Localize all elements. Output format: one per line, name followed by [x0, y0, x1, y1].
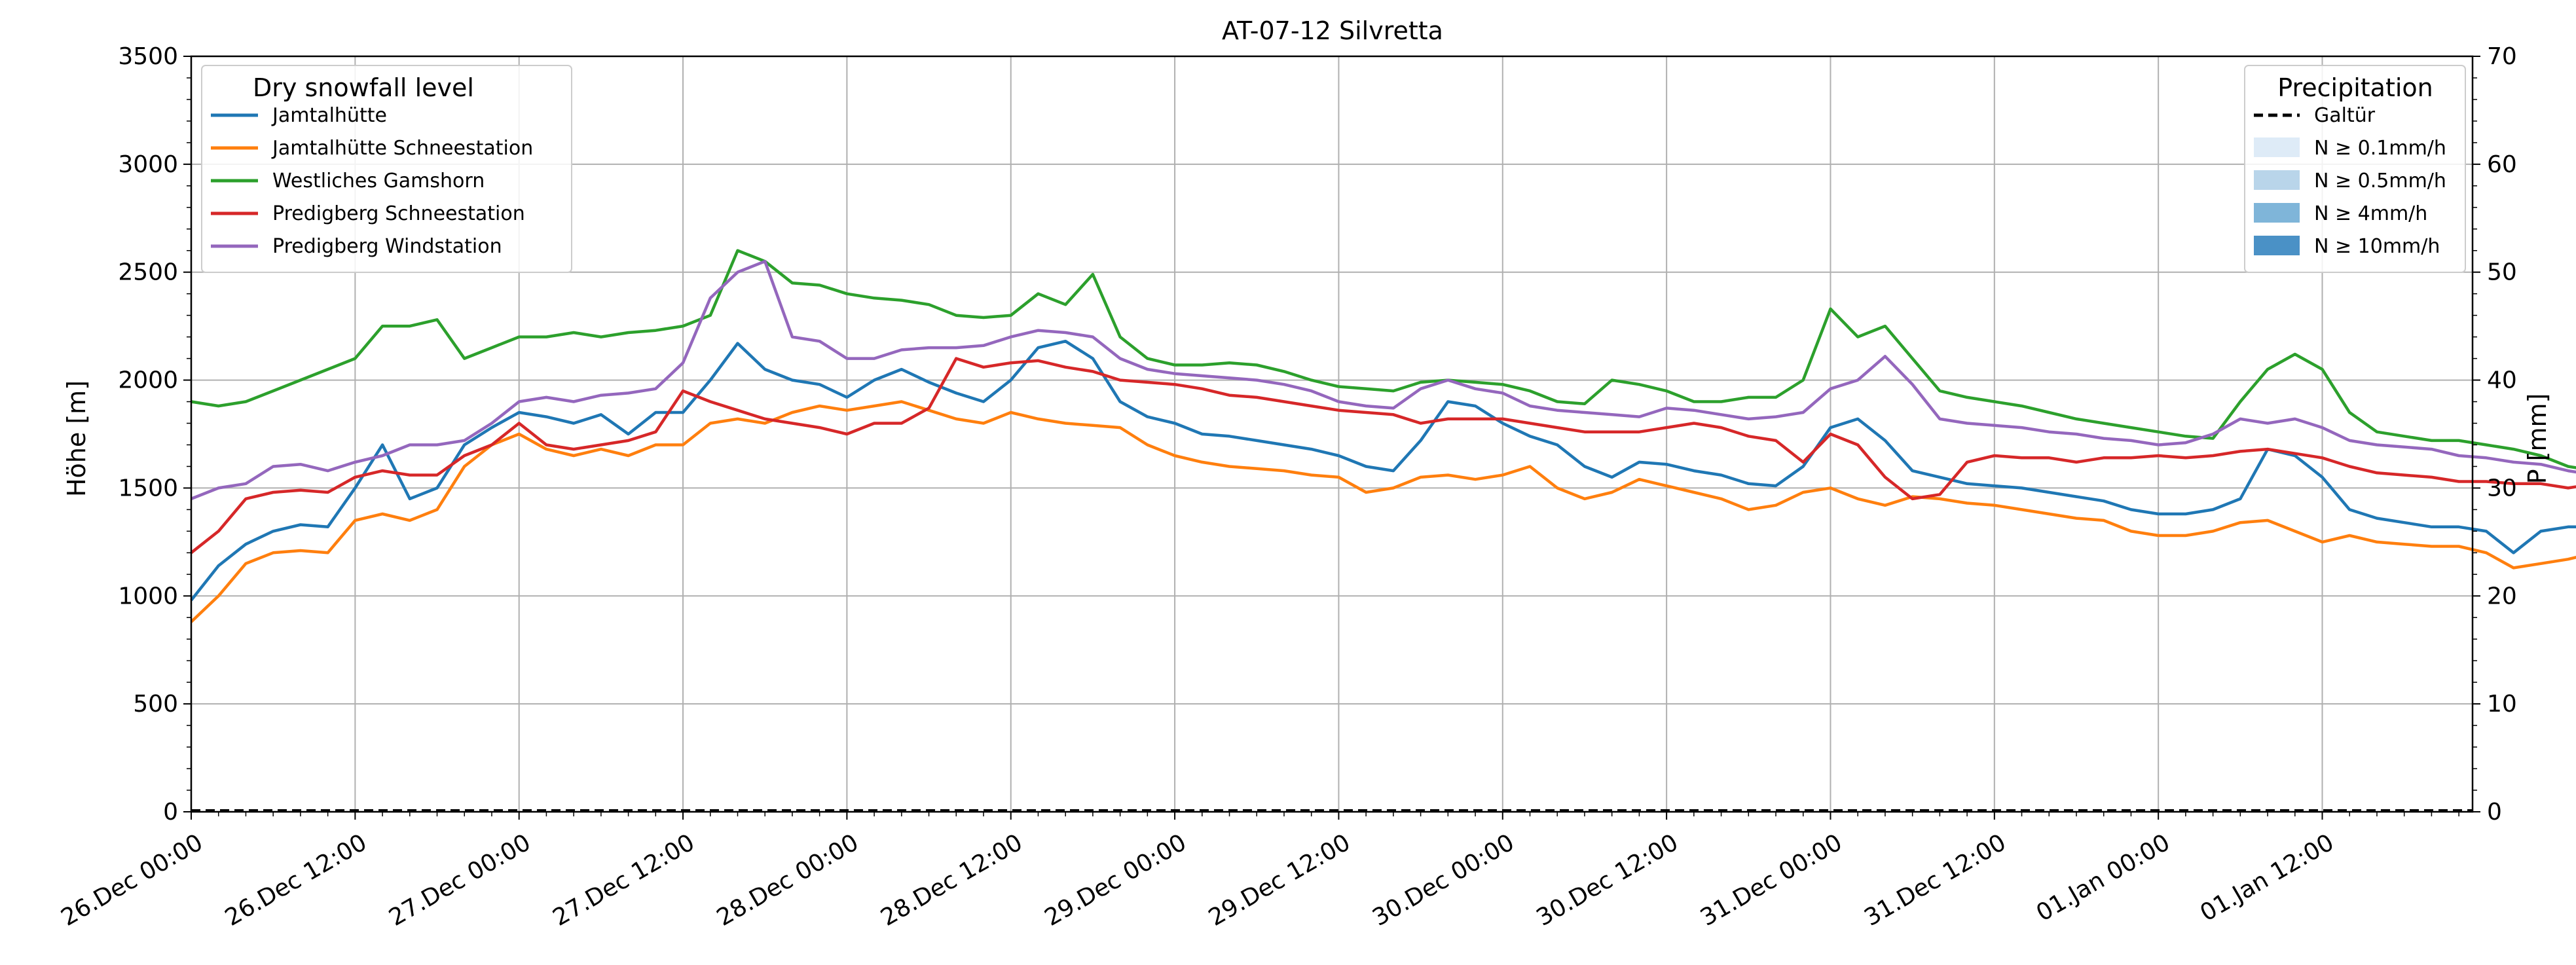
y2-tick-label: 30: [2487, 475, 2517, 501]
legend-patch-3: [2254, 203, 2300, 223]
legend-precip-label: Galtür: [2314, 104, 2376, 127]
snowfall-legend-items: Jamtalhütte Jamtalhütte Schneestation West…: [211, 104, 533, 258]
legend-patch-4: [2254, 236, 2300, 255]
y-tick-label: 2500: [118, 259, 178, 286]
snowfall-legend: Dry snowfall level JamtalhütteJamtalhütt…: [201, 65, 572, 273]
y2-tick-label: 50: [2487, 259, 2517, 286]
y2-axis-label: P [mm]: [2523, 393, 2552, 484]
y2-tick-label: 10: [2487, 691, 2517, 718]
precipitation-legend-items: Galtür N ≥ 0.1mm/h N ≥ 0.5mm/h N ≥ 4mm/h N ≥…: [2254, 104, 2446, 258]
y-tick-label: 3500: [118, 43, 178, 70]
series-line-jamtalh-tte-schneestation: [190, 400, 2576, 623]
legend-entry-label: Westliches Gamshorn: [272, 170, 485, 192]
series-lines: [190, 249, 2576, 812]
plot-frame: [190, 55, 2474, 813]
y-tick-label: 2000: [118, 367, 178, 394]
y-axis-label: Höhe [m]: [62, 380, 91, 497]
legend-entry-label: Jamtalhütte Schneestation: [271, 137, 533, 160]
precipitation-legend-box: [2244, 65, 2466, 273]
chart-title: AT-07-12 Silvretta: [1222, 16, 1443, 45]
legend-entry-label: Predigberg Schneestation: [272, 202, 525, 225]
series-line-jamtalh-tte: [190, 339, 2576, 602]
legend-precip-label: N ≥ 4mm/h: [2314, 202, 2427, 225]
snowfall-legend-title: Dry snowfall level: [253, 73, 474, 102]
precipitation-legend-title: Precipitation: [2277, 73, 2433, 102]
y-tick-label: 1500: [118, 475, 178, 501]
y-tick-label: 3000: [118, 151, 178, 178]
legend-precip-label: N ≥ 10mm/h: [2314, 235, 2440, 258]
legend-precip-label: N ≥ 0.1mm/h: [2314, 137, 2446, 160]
legend-precip-label: N ≥ 0.5mm/h: [2314, 170, 2446, 192]
series-line-predigberg-schneestation: [190, 357, 2576, 555]
snowfall-legend-box: [201, 65, 572, 273]
y-tick-label: 0: [163, 799, 178, 826]
y2-tick-label: 0: [2487, 799, 2502, 826]
legend-entry-label: Jamtalhütte: [271, 104, 387, 127]
legend-patch-1: [2254, 137, 2300, 157]
legend-entry-label: Predigberg Windstation: [272, 235, 502, 258]
y2-tick-label: 40: [2487, 367, 2517, 394]
series-line-predigberg-windstation: [191, 259, 2576, 500]
series-line-westliches-gamshorn: [191, 249, 2576, 469]
y2-tick-label: 70: [2487, 43, 2517, 70]
y2-tick-label: 20: [2487, 583, 2517, 610]
precipitation-legend: Precipitation Galtür N ≥ 0.1mm/h N ≥ 0.5mm…: [2244, 65, 2466, 273]
y2-tick-label: 60: [2487, 151, 2517, 178]
y-tick-label: 500: [133, 691, 178, 718]
y-tick-label: 1000: [118, 583, 178, 610]
legend-patch-2: [2254, 170, 2300, 190]
